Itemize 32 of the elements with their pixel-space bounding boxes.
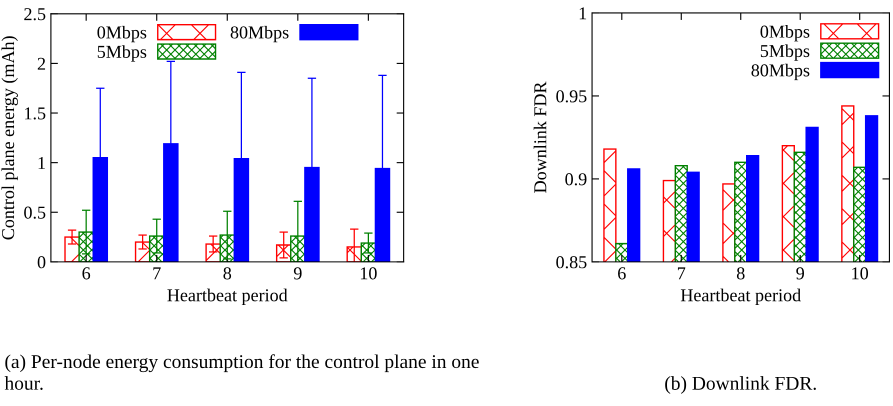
y-tick-label: 1 — [580, 7, 586, 20]
text: (a) Per-node energy consumption for the control plane in one hour. — [4, 354, 479, 390]
x-tick-label: 10 — [360, 267, 377, 280]
y-tick-label: 2 — [38, 58, 46, 70]
y-axis-title: Downlink FDR — [534, 82, 546, 193]
x-tick-label: 9 — [294, 267, 302, 280]
y-tick-label: 1 — [38, 156, 45, 169]
legend-label: 80Mbps — [230, 26, 289, 42]
legend-label: 80Mbps — [751, 64, 810, 80]
y-axis-title: Control plane energy (mAh) — [1, 36, 18, 240]
y-tick-label: 2.5 — [24, 8, 46, 20]
y-tick-label: 1.5 — [25, 107, 46, 120]
x-tick-label: 7 — [153, 267, 161, 280]
x-tick-label: 6 — [82, 267, 90, 280]
x-tick-label: 6 — [618, 267, 626, 280]
x-tick-label: 8 — [223, 267, 232, 280]
legend-label: 5Mbps — [98, 45, 146, 62]
x-tick-label: 9 — [796, 267, 804, 280]
y-tick-label: 0.85 — [556, 256, 586, 268]
x-axis-title: Heartbeat period — [680, 288, 801, 306]
x-axis-title: Heartbeat period — [167, 288, 288, 306]
x-tick-label: 10 — [852, 267, 868, 280]
y-tick-label: 0 — [38, 256, 46, 268]
y-tick-label: 0.5 — [24, 206, 46, 219]
x-tick-label: 8 — [736, 267, 745, 280]
text: (b) Downlink FDR. — [665, 376, 816, 394]
x-tick-label: 7 — [678, 267, 686, 280]
legend-label: 0Mbps — [97, 26, 146, 42]
legend-label: 5Mbps — [760, 44, 810, 61]
y-tick-label: 0.95 — [556, 90, 586, 102]
y-tick-label: 0.9 — [565, 173, 586, 186]
legend-label: 0Mbps — [760, 25, 810, 42]
